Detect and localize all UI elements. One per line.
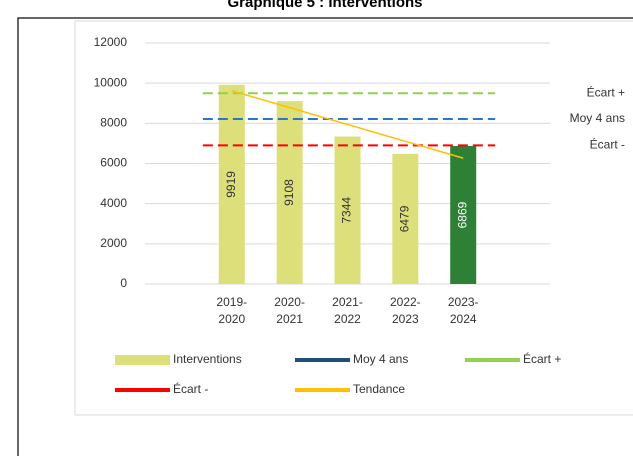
bar: [392, 153, 419, 284]
y-tick-label: 8000: [100, 116, 127, 130]
reference-label: Écart +: [587, 84, 625, 99]
legend-label: Écart +: [523, 351, 561, 366]
legend-label: Interventions: [173, 352, 242, 366]
bar-value-label: 9108: [282, 179, 296, 206]
y-tick-label: 10000: [94, 75, 128, 89]
y-tick-label: 2000: [100, 236, 127, 250]
bar-value-label: 6479: [398, 205, 412, 232]
y-tick-label: 6000: [100, 156, 127, 170]
legend-swatch: [115, 355, 170, 365]
x-tick-label: 2022- 2023: [389, 295, 421, 326]
x-tick-label: 2021- 2022: [332, 295, 363, 326]
legend-label: Écart -: [173, 381, 208, 396]
y-tick-label: 12000: [94, 35, 128, 49]
x-tick-label: 2019- 2020: [216, 295, 248, 326]
reference-label: Écart -: [590, 137, 625, 152]
bar: [334, 136, 361, 284]
bar-value-label: 9919: [224, 171, 238, 198]
x-tick-label: 2023- 2024: [447, 295, 479, 326]
trend-line: [231, 90, 464, 159]
bar: [218, 84, 245, 284]
page-border: [17, 17, 633, 456]
legend-label: Tendance: [353, 382, 405, 396]
y-tick-label: 0: [120, 276, 127, 290]
legend-label: Moy 4 ans: [353, 352, 408, 366]
chart-title: Graphique 5 : Interventions: [227, 0, 422, 11]
bar: [276, 101, 303, 285]
x-tick-label: 2020- 2021: [274, 295, 305, 326]
reference-label: Moy 4 ans: [570, 111, 625, 125]
chart-frame: [74, 20, 633, 416]
bar-value-label: 7344: [340, 197, 354, 224]
y-tick-label: 4000: [100, 196, 127, 210]
bar: [450, 146, 477, 284]
bar-value-label: 6869: [455, 201, 469, 228]
